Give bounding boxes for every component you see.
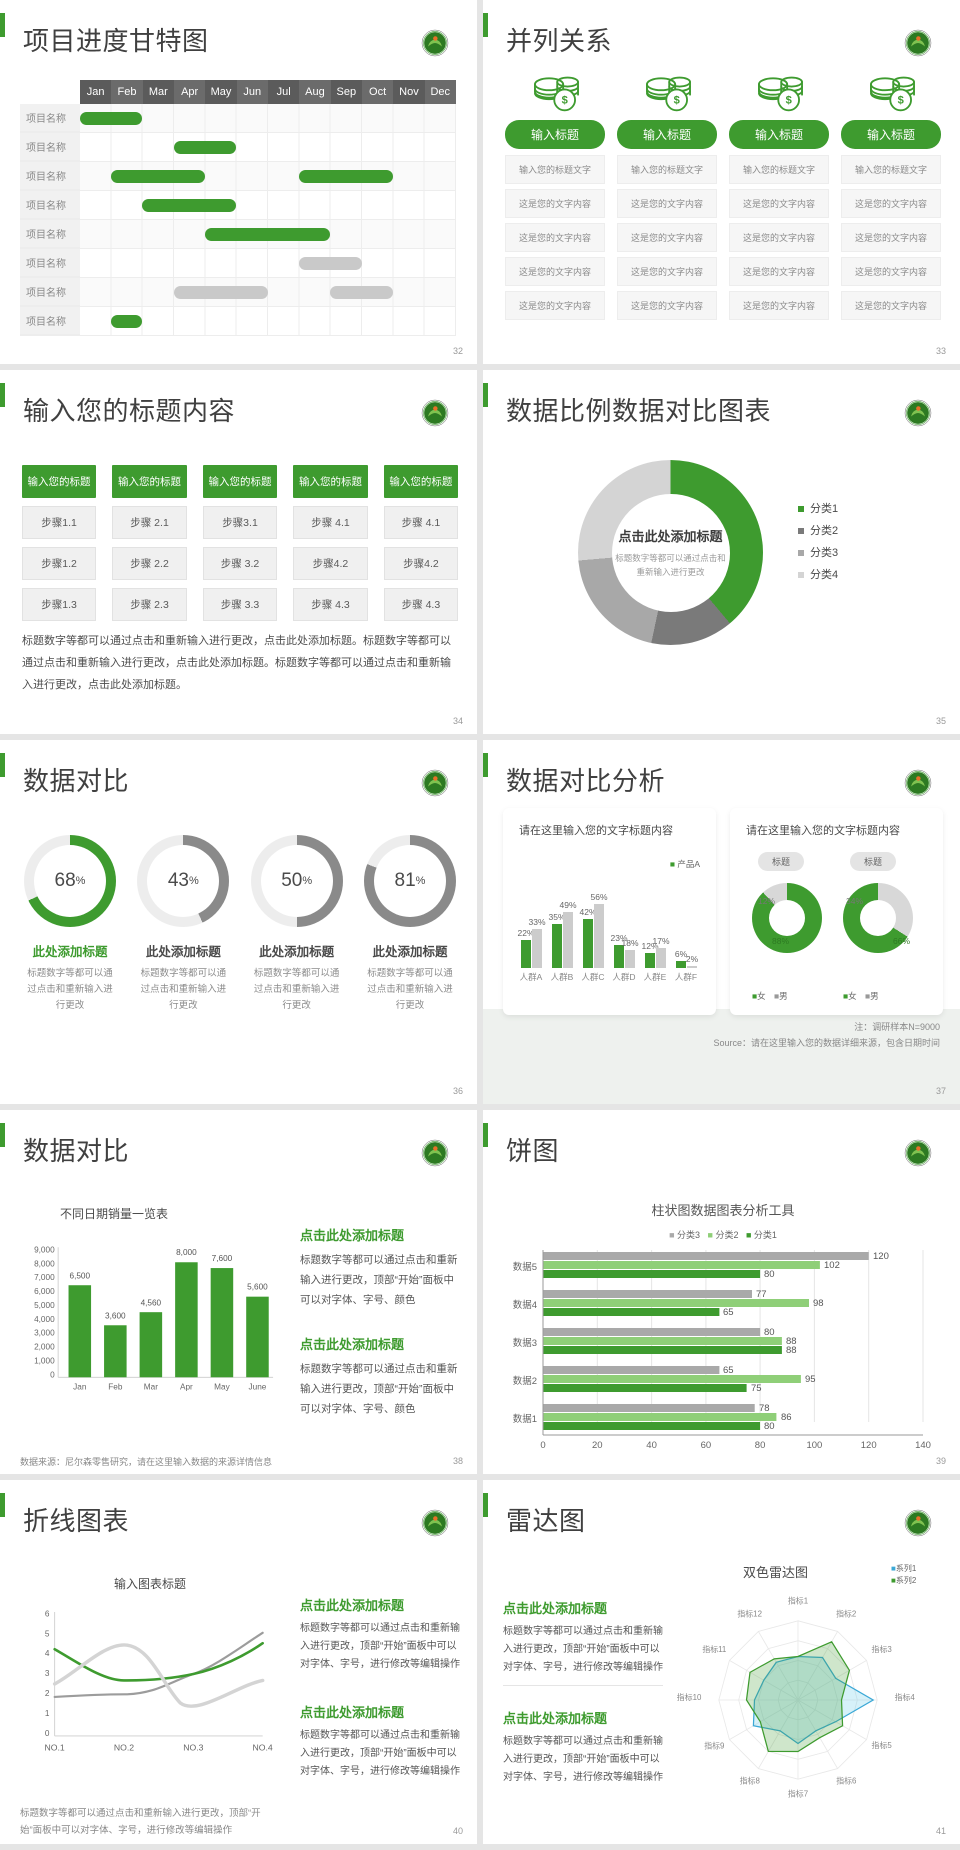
svg-text:80: 80 — [764, 1269, 775, 1280]
svg-text:100: 100 — [806, 1440, 822, 1451]
svg-text:人群D: 人群D — [612, 972, 635, 982]
svg-text:65: 65 — [723, 1307, 734, 1318]
svg-text:5: 5 — [45, 1629, 50, 1638]
svg-text:0: 0 — [540, 1440, 545, 1451]
svg-text:Apr: Apr — [180, 1382, 193, 1391]
svg-text:120: 120 — [861, 1440, 877, 1451]
svg-text:数据5: 数据5 — [513, 1261, 537, 1273]
svg-text:60: 60 — [701, 1440, 712, 1451]
svg-text:Mar: Mar — [144, 1382, 158, 1391]
svg-text:人群F: 人群F — [675, 972, 697, 982]
svg-text:40: 40 — [646, 1440, 657, 1451]
svg-text:18%: 18% — [621, 938, 638, 948]
svg-text:9,000: 9,000 — [34, 1245, 55, 1254]
svg-text:指标1: 指标1 — [788, 1595, 809, 1605]
svg-text:7,600: 7,600 — [212, 1254, 233, 1263]
svg-text:65: 65 — [723, 1365, 734, 1376]
svg-text:120: 120 — [873, 1251, 889, 1262]
svg-text:20: 20 — [592, 1440, 603, 1451]
svg-text:80: 80 — [755, 1440, 766, 1451]
svg-text:56%: 56% — [590, 892, 607, 902]
svg-text:指标6: 指标6 — [836, 1776, 857, 1786]
svg-text:4,000: 4,000 — [34, 1315, 55, 1324]
svg-text:6: 6 — [45, 1609, 50, 1618]
svg-text:指标7: 指标7 — [788, 1789, 808, 1799]
svg-text:指标3: 指标3 — [872, 1644, 893, 1654]
svg-text:6,500: 6,500 — [70, 1271, 91, 1280]
svg-text:0: 0 — [50, 1370, 55, 1379]
svg-text:8,000: 8,000 — [176, 1248, 197, 1257]
svg-text:1: 1 — [45, 1709, 50, 1718]
svg-text:NO.2: NO.2 — [114, 1743, 134, 1753]
svg-text:3: 3 — [45, 1669, 50, 1678]
svg-text:88: 88 — [786, 1345, 797, 1356]
svg-text:$: $ — [786, 95, 793, 107]
svg-text:指标4: 指标4 — [895, 1692, 916, 1702]
svg-text:人群A: 人群A — [520, 972, 543, 982]
svg-text:$: $ — [674, 95, 681, 107]
svg-text:指标2: 指标2 — [836, 1608, 856, 1618]
svg-text:140: 140 — [915, 1440, 931, 1451]
svg-text:3,000: 3,000 — [34, 1329, 55, 1338]
svg-text:33%: 33% — [528, 917, 545, 927]
svg-text:NO.1: NO.1 — [45, 1743, 65, 1753]
svg-text:75: 75 — [751, 1383, 762, 1394]
svg-text:0: 0 — [45, 1729, 50, 1738]
svg-text:人群B: 人群B — [551, 972, 574, 982]
svg-text:1,000: 1,000 — [34, 1356, 55, 1365]
svg-text:5,000: 5,000 — [34, 1301, 55, 1310]
svg-text:78: 78 — [759, 1403, 770, 1414]
svg-text:数据3: 数据3 — [513, 1337, 537, 1349]
svg-text:Jan: Jan — [73, 1382, 87, 1391]
svg-text:2: 2 — [45, 1689, 50, 1698]
svg-text:49%: 49% — [559, 900, 576, 910]
svg-text:指标9: 指标9 — [704, 1740, 725, 1750]
svg-text:98: 98 — [813, 1298, 824, 1309]
svg-text:6,000: 6,000 — [34, 1287, 55, 1296]
svg-text:102: 102 — [824, 1260, 840, 1271]
svg-text:17%: 17% — [652, 936, 669, 946]
svg-text:数据4: 数据4 — [513, 1299, 537, 1311]
svg-text:指标12: 指标12 — [737, 1608, 762, 1618]
svg-text:7,000: 7,000 — [34, 1273, 55, 1282]
svg-text:2,000: 2,000 — [34, 1343, 55, 1352]
svg-text:5,600: 5,600 — [247, 1283, 268, 1292]
svg-text:95: 95 — [805, 1374, 816, 1385]
svg-text:NO.3: NO.3 — [183, 1743, 203, 1753]
svg-text:3,600: 3,600 — [105, 1311, 126, 1320]
svg-text:$: $ — [898, 95, 905, 107]
svg-text:人群C: 人群C — [581, 972, 604, 982]
svg-text:指标11: 指标11 — [702, 1644, 727, 1654]
svg-text:2%: 2% — [686, 954, 699, 964]
svg-text:指标8: 指标8 — [740, 1776, 761, 1786]
svg-text:80: 80 — [764, 1421, 775, 1432]
svg-text:$: $ — [562, 95, 569, 107]
svg-text:指标10: 指标10 — [677, 1692, 702, 1702]
svg-text:NO.4: NO.4 — [253, 1743, 273, 1753]
svg-text:4: 4 — [45, 1649, 50, 1658]
svg-text:86: 86 — [781, 1412, 792, 1423]
svg-text:数据2: 数据2 — [513, 1375, 537, 1387]
svg-text:Feb: Feb — [108, 1382, 123, 1391]
svg-text:人群E: 人群E — [644, 972, 667, 982]
svg-text:4,560: 4,560 — [141, 1298, 162, 1307]
svg-text:May: May — [214, 1382, 230, 1391]
svg-text:指标5: 指标5 — [872, 1740, 893, 1750]
svg-text:8,000: 8,000 — [34, 1259, 55, 1268]
svg-text:June: June — [249, 1382, 267, 1391]
svg-text:80: 80 — [764, 1327, 775, 1338]
svg-text:77: 77 — [756, 1289, 767, 1300]
svg-text:数据1: 数据1 — [513, 1413, 537, 1425]
